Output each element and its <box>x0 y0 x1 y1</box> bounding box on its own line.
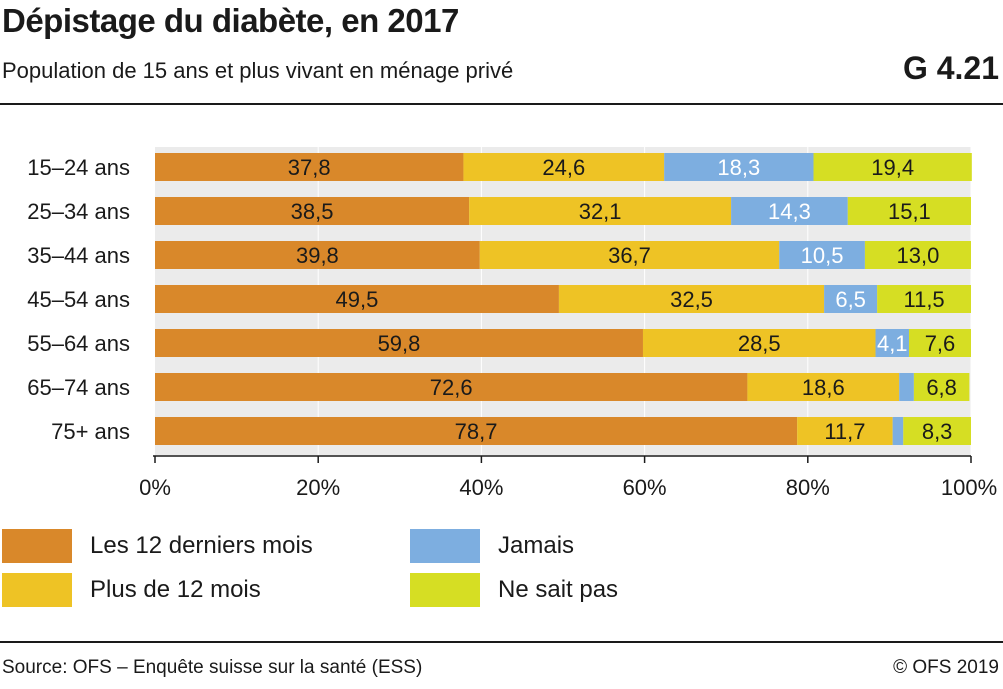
data-label: 72,6 <box>430 375 473 400</box>
data-label: 38,5 <box>291 199 334 224</box>
data-label: 7,6 <box>925 331 956 356</box>
legend-swatch-0 <box>2 529 72 563</box>
bar-segment <box>155 197 470 225</box>
legend-label-0: Les 12 derniers mois <box>90 532 313 559</box>
chart-title: Dépistage du diabète, en 2017 <box>2 2 459 39</box>
bar-segment <box>155 329 643 357</box>
category-label: 35–44 ans <box>27 243 130 268</box>
bar-segment <box>913 373 970 401</box>
data-label: 6,8 <box>926 375 957 400</box>
data-label: 32,1 <box>579 199 622 224</box>
data-label: 11,5 <box>903 287 944 312</box>
data-label: 28,5 <box>738 331 781 356</box>
legend-label-3: Ne sait pas <box>498 576 619 603</box>
legend-label-2: Jamais <box>498 532 575 559</box>
stacked-bar-chart: 37,8 24,6 18,3 19,4 15–24 ans 38,5 32,1 14,3 15,… <box>27 147 997 500</box>
x-tick-label: 80% <box>786 475 830 500</box>
data-label: 78,7 <box>455 419 498 444</box>
legend-swatch-3 <box>410 573 480 607</box>
bar-segment <box>899 373 914 401</box>
x-tick-label: 20% <box>296 475 340 500</box>
legend-item-2: Jamais <box>410 528 574 564</box>
bar-segment <box>155 417 798 445</box>
data-label: 18,3 <box>717 155 760 180</box>
bar-segment <box>747 373 900 401</box>
legend-label-1: Plus de 12 mois <box>90 576 261 603</box>
data-label: 13,0 <box>897 243 940 268</box>
data-label: 37,8 <box>288 155 331 180</box>
bar-segment <box>797 417 893 445</box>
data-label: 15,1 <box>888 199 931 224</box>
legend-swatch-1 <box>2 573 72 607</box>
bar-segment <box>908 329 971 357</box>
data-label: 49,5 <box>336 287 379 312</box>
bar-segment <box>558 285 825 313</box>
bar-segment <box>875 329 909 357</box>
bar-segment <box>479 241 780 269</box>
bar-segment <box>642 329 876 357</box>
bar-segment <box>469 197 732 225</box>
category-label: 65–74 ans <box>27 375 130 400</box>
legend-item-1: Plus de 12 mois <box>2 572 261 608</box>
bar-segment <box>813 153 972 181</box>
bar-segment <box>155 241 480 269</box>
header-rule <box>0 103 1003 105</box>
x-tick-label: 60% <box>623 475 667 500</box>
bar-segment <box>155 153 464 181</box>
bar-segment <box>903 417 971 445</box>
data-label: 14,3 <box>768 199 811 224</box>
bar-segment <box>155 373 748 401</box>
data-label: 59,8 <box>378 331 421 356</box>
x-tick-label: 40% <box>459 475 503 500</box>
legend-item-0: Les 12 derniers mois <box>2 528 313 564</box>
x-tick-label: 0% <box>139 475 171 500</box>
bar-segment <box>864 241 971 269</box>
bar-segment <box>155 285 559 313</box>
bar-segment <box>824 285 878 313</box>
category-label: 55–64 ans <box>27 331 130 356</box>
data-label: 39,8 <box>296 243 339 268</box>
bar-segment <box>779 241 865 269</box>
bar-segment <box>731 197 848 225</box>
footer-rule <box>0 641 1003 643</box>
chart-subtitle: Population de 15 ans et plus vivant en m… <box>2 58 514 83</box>
bar-segment <box>877 285 971 313</box>
category-label: 75+ ans <box>51 419 130 444</box>
data-label: 32,5 <box>670 287 713 312</box>
source-note: Source: OFS – Enquête suisse sur la sant… <box>2 657 423 678</box>
legend-swatch-2 <box>410 529 480 563</box>
bar-segment <box>892 417 904 445</box>
data-label: 24,6 <box>542 155 585 180</box>
copyright: © OFS 2019 <box>893 657 999 678</box>
figure-id: G 4.21 <box>902 50 999 86</box>
data-label: 36,7 <box>608 243 651 268</box>
data-label: 4,1 <box>877 331 908 356</box>
data-label: 18,6 <box>802 375 845 400</box>
legend-item-3: Ne sait pas <box>410 572 618 608</box>
bar-segment <box>664 153 814 181</box>
data-label: 8,3 <box>922 419 953 444</box>
data-label: 6,5 <box>835 287 866 312</box>
category-label: 15–24 ans <box>27 155 130 180</box>
x-tick-label: 100% <box>941 475 997 500</box>
bar-segment <box>463 153 665 181</box>
category-label: 25–34 ans <box>27 199 130 224</box>
bar-segment <box>847 197 971 225</box>
category-label: 45–54 ans <box>27 287 130 312</box>
data-label: 11,7 <box>824 419 865 444</box>
data-label: 10,5 <box>801 243 844 268</box>
data-label: 19,4 <box>871 155 914 180</box>
